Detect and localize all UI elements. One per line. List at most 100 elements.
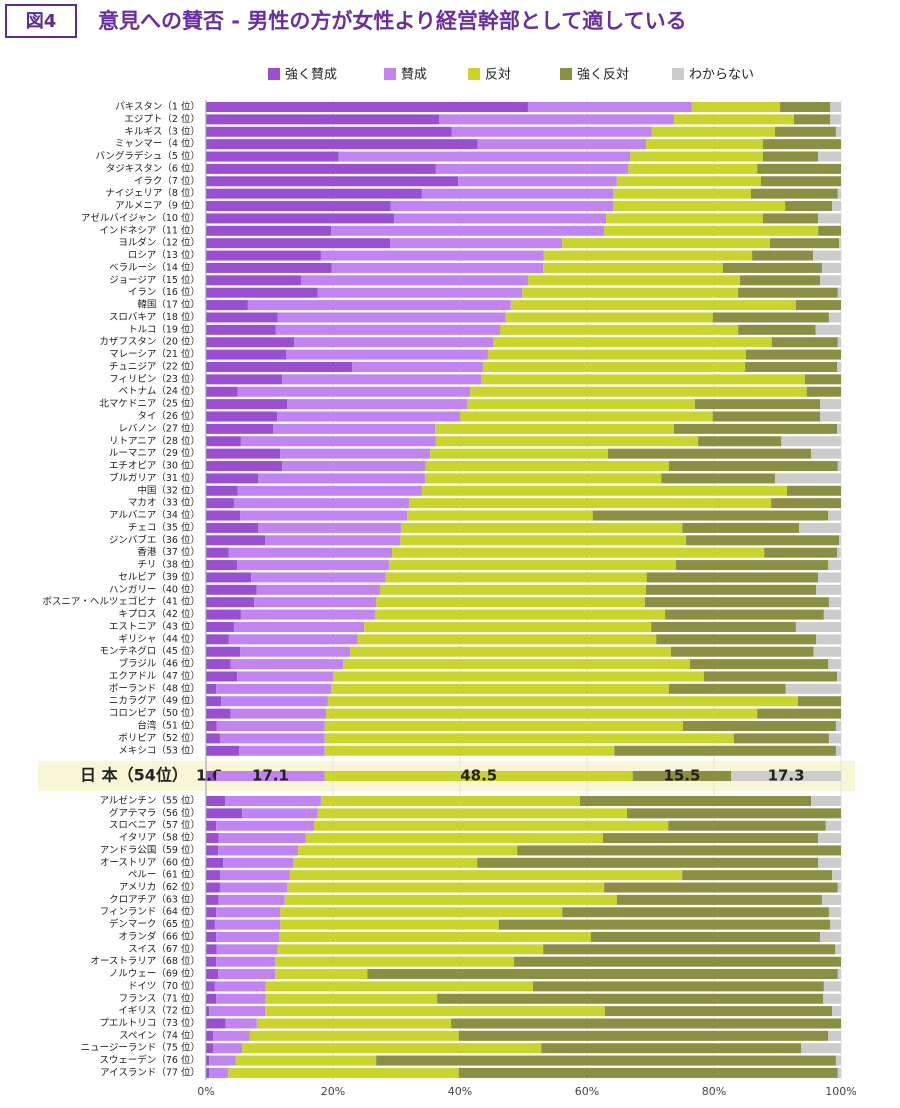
bar-segment <box>206 312 278 323</box>
category-label: セルビア（39 位） <box>118 571 200 583</box>
bar-segment <box>513 956 841 967</box>
bar-segment <box>326 708 758 719</box>
bar-segment <box>627 808 841 819</box>
legend-swatch <box>268 68 280 80</box>
bar-segment <box>839 238 841 249</box>
bar-segment <box>818 225 841 236</box>
bar-segment <box>682 721 836 731</box>
bar-segment <box>762 139 841 150</box>
bar-segment <box>811 448 841 459</box>
bar-segment <box>837 361 841 372</box>
bar-segment <box>357 634 657 645</box>
bar-segment <box>206 981 215 992</box>
bar-segment <box>292 857 478 868</box>
bar-segment <box>562 907 829 918</box>
bar-segment <box>376 1055 836 1066</box>
bar-segment <box>279 931 591 942</box>
bar-segment <box>466 399 695 410</box>
bar-segment <box>240 609 375 620</box>
data-label: 48.5 <box>460 767 497 785</box>
bar-segment <box>774 473 841 484</box>
bar-segment <box>787 485 841 496</box>
bar-segment <box>590 931 821 942</box>
bar-segment <box>265 535 401 546</box>
bar-segment <box>460 411 713 422</box>
category-label: メキシコ（53 位） <box>118 744 200 756</box>
bar-segment <box>703 671 838 682</box>
bar-segment <box>493 337 772 348</box>
figure-label-box <box>5 4 77 38</box>
bar-segment <box>206 919 215 930</box>
bar-segment <box>228 634 358 645</box>
bar-segment <box>286 349 488 360</box>
bar-segment <box>517 845 841 856</box>
bar-segment <box>835 126 841 137</box>
bar-segment <box>632 771 732 781</box>
bar-segment <box>562 238 770 249</box>
bar-segment <box>219 882 288 893</box>
bar-segment <box>206 956 217 967</box>
bar-segment <box>616 176 761 187</box>
bar-segment <box>820 931 841 942</box>
bar-segment <box>343 659 690 670</box>
bar-segment <box>206 361 353 372</box>
bar-segment <box>240 646 351 657</box>
bar-segment <box>543 262 723 273</box>
bar-segment <box>287 399 467 410</box>
bar-segment <box>698 436 782 447</box>
bar-segment <box>673 114 795 125</box>
bar-segment <box>206 733 220 744</box>
bar-segment <box>668 683 786 694</box>
legend-label: 反対 <box>485 68 511 83</box>
bar-segment <box>216 907 281 918</box>
bar-segment <box>527 275 741 286</box>
bar-segment <box>206 820 217 831</box>
category-label: ブラジル（46 位） <box>119 658 200 670</box>
bar-segment <box>830 114 841 125</box>
category-label: アンドラ公国（59 位） <box>100 844 200 856</box>
bar-segment <box>206 176 459 187</box>
bar-segment <box>797 696 841 707</box>
category-label: トルコ（19 位） <box>128 323 200 335</box>
category-label: チュニジア（22 位） <box>109 360 200 372</box>
bar-segment <box>451 1018 841 1029</box>
bar-segment <box>828 733 841 744</box>
legend-swatch <box>468 68 480 80</box>
bar-segment <box>331 262 544 273</box>
bar-segment <box>206 114 440 125</box>
category-label: オーストリア（60 位） <box>100 856 200 868</box>
legend-label: わからない <box>689 68 754 83</box>
bar-segment <box>435 423 674 434</box>
category-label: アルバニア（34 位） <box>109 509 200 521</box>
category-label: イラン（16 位） <box>128 286 200 298</box>
bar-segment <box>757 163 841 174</box>
bar-segment <box>745 361 838 372</box>
bar-segment <box>604 882 838 893</box>
legend-swatch <box>560 68 572 80</box>
bar-segment <box>661 473 775 484</box>
bar-segment <box>630 151 763 162</box>
bar-segment <box>239 745 325 756</box>
bar-segment <box>407 510 593 521</box>
bar-segment <box>324 733 734 744</box>
bar-segment <box>206 857 224 868</box>
bar-segment <box>206 300 248 311</box>
category-label: フランス（71 位） <box>119 992 200 1004</box>
bar-segment <box>206 485 238 496</box>
bar-segment <box>206 238 391 249</box>
bar-segment <box>421 188 614 199</box>
bar-segment <box>668 461 838 472</box>
bar-segment <box>837 882 841 893</box>
bar-segment <box>435 436 699 447</box>
category-label: デンマーク（65 位） <box>109 918 200 930</box>
bar-segment <box>280 919 499 930</box>
bar-segment <box>240 436 436 447</box>
bar-segment <box>206 721 217 731</box>
bar-segment <box>828 1030 841 1041</box>
bar-segment <box>212 1030 250 1041</box>
bar-segment <box>691 102 781 112</box>
category-label: レバノン（27 位） <box>118 422 200 434</box>
category-label: ボリビア（52 位） <box>118 732 200 744</box>
bar-segment <box>225 1018 257 1029</box>
bar-segment <box>256 584 380 595</box>
